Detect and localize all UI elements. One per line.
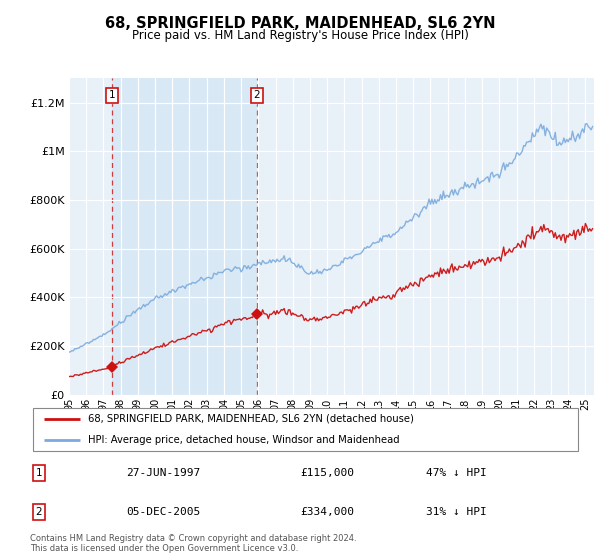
Text: 1: 1 — [35, 468, 43, 478]
Text: 1: 1 — [109, 90, 115, 100]
Text: £334,000: £334,000 — [300, 507, 354, 517]
Text: Price paid vs. HM Land Registry's House Price Index (HPI): Price paid vs. HM Land Registry's House … — [131, 29, 469, 42]
Text: 05-DEC-2005: 05-DEC-2005 — [126, 507, 200, 517]
Text: 31% ↓ HPI: 31% ↓ HPI — [426, 507, 487, 517]
Text: 2: 2 — [254, 90, 260, 100]
Text: 27-JUN-1997: 27-JUN-1997 — [126, 468, 200, 478]
Text: HPI: Average price, detached house, Windsor and Maidenhead: HPI: Average price, detached house, Wind… — [88, 435, 400, 445]
Text: 47% ↓ HPI: 47% ↓ HPI — [426, 468, 487, 478]
Text: 2: 2 — [35, 507, 43, 517]
Bar — [112, 78, 257, 395]
Text: £115,000: £115,000 — [300, 468, 354, 478]
Text: 68, SPRINGFIELD PARK, MAIDENHEAD, SL6 2YN (detached house): 68, SPRINGFIELD PARK, MAIDENHEAD, SL6 2Y… — [88, 414, 414, 424]
Text: 68, SPRINGFIELD PARK, MAIDENHEAD, SL6 2YN: 68, SPRINGFIELD PARK, MAIDENHEAD, SL6 2Y… — [105, 16, 495, 31]
Text: Contains HM Land Registry data © Crown copyright and database right 2024.
This d: Contains HM Land Registry data © Crown c… — [30, 534, 356, 553]
FancyBboxPatch shape — [33, 408, 578, 451]
